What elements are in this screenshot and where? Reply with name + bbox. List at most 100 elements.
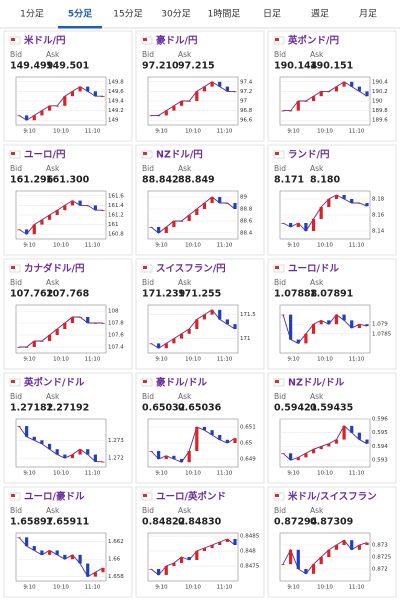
- candle: [233, 438, 237, 443]
- y-tick-label: 1.079: [372, 322, 388, 328]
- candle: [342, 314, 346, 321]
- candle: [225, 86, 229, 92]
- candle: [32, 115, 36, 121]
- candle: [357, 203, 361, 204]
- ask-label: Ask: [178, 506, 192, 515]
- candle: [157, 227, 161, 233]
- x-tick-label: 10:10: [317, 243, 333, 249]
- candle: [86, 86, 90, 92]
- candle: [70, 200, 75, 206]
- candle: [218, 81, 222, 87]
- candle: [210, 309, 214, 315]
- x-tick-label: 9:10: [23, 129, 36, 135]
- bid-label: Bid: [10, 392, 22, 401]
- ask-label: Ask: [178, 392, 192, 401]
- tab[interactable]: 月足: [359, 9, 377, 20]
- flag-mark: [275, 38, 279, 41]
- candle: [157, 569, 161, 575]
- bid-value: 1.27182: [10, 403, 53, 414]
- candle: [210, 197, 214, 203]
- ask-label: Ask: [178, 50, 192, 59]
- y-tick-label: 190.4: [372, 79, 388, 85]
- pair-title: 豪ドル/ドル: [156, 377, 207, 389]
- candle: [210, 430, 214, 435]
- tab[interactable]: 5分足: [68, 8, 93, 20]
- candle: [149, 569, 153, 570]
- y-tick-label: 149: [108, 118, 119, 124]
- pair-title: 米ドル/円: [23, 35, 65, 47]
- y-tick-label: 88.6: [240, 219, 253, 225]
- candle: [187, 329, 191, 334]
- y-tick-label: 107.4: [108, 345, 124, 351]
- tab[interactable]: 1時間足: [208, 9, 241, 20]
- pair-title: ユーロ/英ポンド: [156, 491, 226, 503]
- candle: [334, 545, 339, 550]
- chart-frame: [147, 190, 239, 240]
- tab[interactable]: 15分足: [113, 9, 142, 20]
- candle: [334, 314, 339, 325]
- candle: [149, 115, 153, 117]
- x-tick-label: 10:10: [185, 243, 201, 249]
- candle: [187, 557, 191, 560]
- y-tick-label: 89: [240, 195, 247, 201]
- candle: [149, 343, 153, 345]
- tab[interactable]: 日足: [263, 9, 281, 20]
- y-tick-label: 160.8: [108, 232, 124, 238]
- tab[interactable]: 30分足: [161, 9, 190, 20]
- candle: [93, 572, 97, 577]
- y-tick-label: 0.848: [240, 549, 256, 555]
- pair-title: 英ポンド/円: [288, 35, 339, 47]
- candle: [357, 324, 361, 329]
- bid-value: 88.842: [142, 175, 179, 186]
- y-tick-label: 161: [108, 222, 119, 228]
- x-tick-label: 11:10: [349, 471, 365, 477]
- candle: [40, 110, 44, 116]
- candle: [25, 229, 29, 235]
- candle: [357, 432, 361, 440]
- y-tick-label: 0.8725: [372, 555, 392, 561]
- tab[interactable]: 1分足: [20, 9, 44, 20]
- candle: [47, 550, 52, 555]
- candle: [281, 453, 285, 455]
- candle: [319, 446, 323, 450]
- candle: [281, 314, 285, 316]
- pair-title: ランド/円: [288, 150, 329, 161]
- bid-label: Bid: [10, 164, 22, 173]
- candle: [304, 453, 308, 458]
- candle: [172, 455, 176, 459]
- candle: [342, 425, 346, 440]
- y-tick-label: 0.8475: [240, 564, 260, 570]
- candle: [311, 449, 316, 454]
- candle: [25, 537, 29, 547]
- ask-value: 107.768: [46, 289, 90, 300]
- x-tick-label: 9:10: [155, 243, 168, 249]
- candle: [202, 203, 207, 209]
- x-tick-label: 10:10: [317, 129, 333, 135]
- x-tick-label: 11:10: [85, 129, 101, 135]
- y-tick-label: 0.594: [372, 444, 388, 450]
- bid-label: Bid: [10, 278, 22, 287]
- bid-label: Bid: [142, 392, 154, 401]
- tab[interactable]: 週足: [311, 9, 329, 20]
- pair-title: NZドル/ドル: [288, 378, 345, 389]
- x-tick-label: 10:10: [185, 471, 201, 477]
- candle: [179, 333, 184, 339]
- candle: [157, 451, 161, 459]
- y-tick-label: 97.2: [240, 89, 252, 95]
